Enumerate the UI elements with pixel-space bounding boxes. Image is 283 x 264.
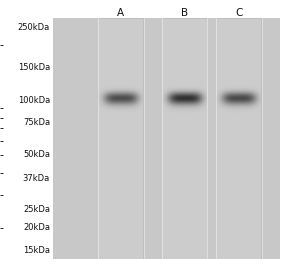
Text: 75kDa: 75kDa (23, 118, 50, 127)
Text: 250kDa: 250kDa (18, 23, 50, 32)
Text: 37kDa: 37kDa (23, 174, 50, 183)
Text: A: A (117, 8, 125, 18)
Text: B: B (181, 8, 188, 18)
Bar (98, 18, 144, 259)
Text: 50kDa: 50kDa (23, 150, 50, 159)
Bar (53, 18, 280, 259)
Text: C: C (235, 8, 243, 18)
Text: 20kDa: 20kDa (23, 223, 50, 232)
Bar (216, 18, 262, 259)
Bar (162, 18, 207, 259)
Text: 15kDa: 15kDa (23, 246, 50, 255)
Text: 100kDa: 100kDa (18, 96, 50, 105)
Text: 25kDa: 25kDa (23, 205, 50, 214)
Text: 150kDa: 150kDa (18, 63, 50, 72)
